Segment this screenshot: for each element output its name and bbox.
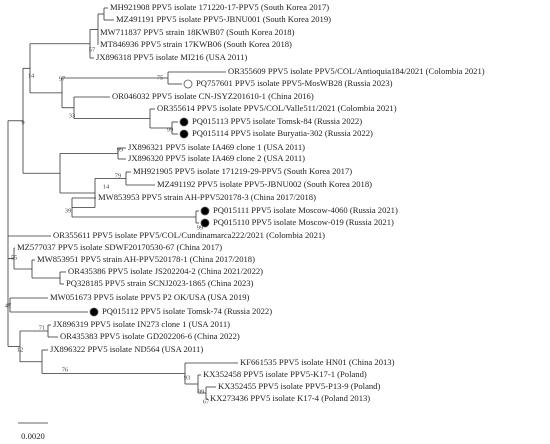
taxon-label: KF661535 PPV5 isolate HN01 (China 2013) xyxy=(240,357,395,367)
taxon-label: OR435383 PPV5 isolate GD202206-6 (China … xyxy=(60,331,240,341)
taxon-label: MW051673 PPV5 isolate PPV5 P2 OK/USA (US… xyxy=(50,292,249,302)
taxon-label: MW853951 PPV5 strain AH-PPV520178-1 (Chi… xyxy=(37,254,255,264)
taxon-label: OR355609 PPV5 isolate PPV5/COL/Antioquia… xyxy=(228,66,485,76)
taxon-label: MH921908 PPV5 isolate 171220-17-PPV5 (So… xyxy=(110,2,329,12)
taxon-label: JX896319 PPV5 isolate IN273 clone 1 (USA… xyxy=(53,319,230,329)
taxon-label: MZ491192 PPV5 isolate PPV5-JBNU002 (Sout… xyxy=(157,179,372,189)
taxon-marker xyxy=(183,79,193,89)
taxon-label: MZ577037 PPV5 isolate SDWF20170530-67 (C… xyxy=(17,242,222,252)
taxon-label: MW711837 PPV5 strain 18KWB07 (South Kore… xyxy=(100,27,295,37)
taxon-marker xyxy=(179,117,189,127)
scale-bar-label: 0.0020 xyxy=(21,431,45,441)
bootstrap-value: 97 xyxy=(59,75,66,82)
taxon-marker xyxy=(179,129,189,139)
taxon-marker xyxy=(200,218,210,228)
taxon-label: JX896321 PPV5 isolate IA469 clone 1 (USA… xyxy=(128,142,305,152)
taxon-label: MH921905 PPV5 isolate 171219-29-PPV5 (So… xyxy=(133,166,352,176)
taxon-label: JX896318 PPV5 isolate MI216 (USA 2011) xyxy=(96,52,247,62)
bootstrap-value: 39 xyxy=(65,207,72,214)
bootstrap-value: 55 xyxy=(11,254,18,261)
taxon-label: PQ015114 PPV5 isolate Buryatia-302 (Russ… xyxy=(192,128,373,138)
bootstrap-value: 12 xyxy=(17,346,24,353)
taxon-marker xyxy=(89,307,99,317)
taxon-label: PQ015111 PPV5 isolate Moscow-4060 (Russi… xyxy=(213,205,398,215)
bootstrap-value: 47 xyxy=(5,302,12,309)
taxon-label: KX273436 PPV5 isolate K17-4 (Poland 2013… xyxy=(210,393,370,403)
taxon-label: MT846936 PPV5 strain 17KWB06 (South Kore… xyxy=(100,39,292,49)
taxon-label: MW853953 PPV5 strain AH-PPV520178-3 (Chi… xyxy=(98,192,316,202)
taxon-label: PQ757601 PPV5 isolate PPV5-MosWB28 (Russ… xyxy=(196,78,393,88)
taxon-label: PQ015113 PPV5 isolate Tomsk-84 (Russia 2… xyxy=(192,116,362,126)
taxon-label: PQ015110 PPV5 isolate Moscow-019 (Russia… xyxy=(213,217,394,227)
bootstrap-value: 76 xyxy=(62,366,69,373)
bootstrap-value: 99 xyxy=(197,224,204,231)
taxon-label: KX352455 PPV5 isolate PPV5-P13-9 (Poland… xyxy=(218,381,380,391)
bootstrap-value: 57 xyxy=(89,46,96,53)
bootstrap-value: 93 xyxy=(184,374,191,381)
taxon-label: KX352458 PPV5 isolate PPV5-K17-1 (Poland… xyxy=(203,369,367,379)
bootstrap-value: 9 xyxy=(21,119,24,126)
bootstrap-value: 71 xyxy=(39,324,46,331)
bootstrap-value: 14 xyxy=(28,72,35,79)
taxon-label: JX896320 PPV5 isolate IA469 clone 2 (USA… xyxy=(128,153,305,163)
taxon-marker xyxy=(200,206,210,216)
taxon-label: OR355611 PPV5 isolate PPV5/COL/Cundinama… xyxy=(53,230,325,240)
taxon-label: OR435386 PPV5 isolate JS202204-2 (China … xyxy=(68,266,263,276)
bootstrap-value: 14 xyxy=(103,183,110,190)
bootstrap-value: 99 xyxy=(167,126,174,133)
bootstrap-value: 79 xyxy=(115,172,122,179)
bootstrap-value: 75 xyxy=(157,74,164,81)
bootstrap-value: 33 xyxy=(69,112,76,119)
taxon-label: PQ015112 PPV5 isolate Tomsk-74 (Russia 2… xyxy=(102,306,272,316)
bootstrap-value: 99 xyxy=(198,388,205,395)
taxon-label: JX896322 PPV5 isolate ND564 (USA 2011) xyxy=(50,344,203,354)
taxon-label: OR355614 PPV5 isolate PPV5/COL/Valle511/… xyxy=(157,103,397,113)
bootstrap-value: 67 xyxy=(203,398,210,405)
taxon-label: PQ328185 PPV5 strain SCNJ2023-1865 (Chin… xyxy=(66,278,254,288)
taxon-label: MZ491191 PPV5 isolate PPV5-JBNU001 (Sout… xyxy=(116,14,331,24)
bootstrap-value: 99 xyxy=(117,146,124,153)
taxon-label: OR046032 PPV5 isolate CN-JSYZ201610-1 (C… xyxy=(112,91,314,101)
